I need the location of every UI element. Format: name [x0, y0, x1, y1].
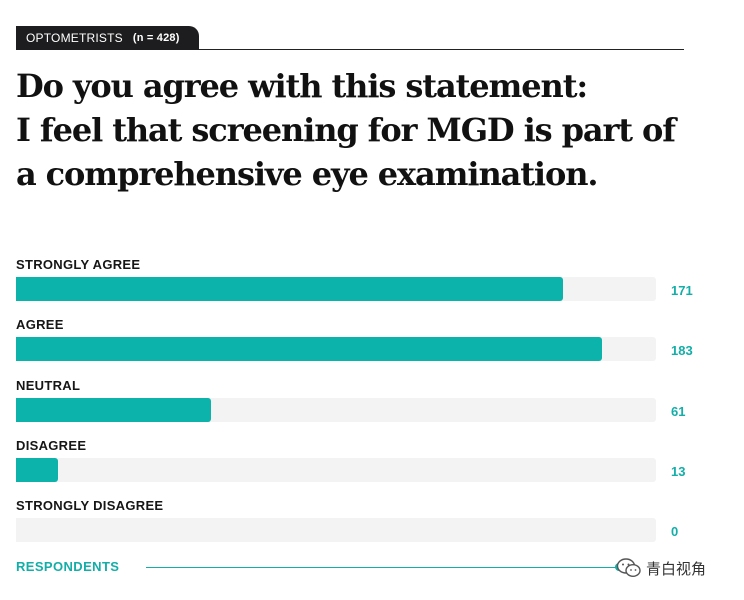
value-label-agree: 183 — [671, 343, 693, 359]
category-label-agree: AGREE — [16, 317, 64, 333]
sample-size-label: (n = 428) — [132, 32, 180, 44]
value-label-strongly-agree: 171 — [671, 283, 693, 298]
bar-track-agree — [16, 337, 656, 362]
header-divider — [199, 49, 684, 50]
value-label-disagree: 13 — [671, 463, 686, 479]
bar-track-strongly-agree — [16, 277, 656, 301]
respondent-group-tab: OPTOMETRISTS (n = 428) — [16, 26, 199, 50]
question-title: Do you agree with this statement: I feel… — [16, 67, 676, 193]
bar-disagree — [16, 457, 58, 482]
bar-track-strongly-disagree — [16, 518, 656, 542]
category-label-neutral: NEUTRAL — [16, 377, 81, 393]
value-label-strongly-disagree: 0 — [671, 524, 679, 539]
watermark: 青白视角 — [616, 555, 706, 581]
respondents-axis-label: RESPONDENTS — [16, 559, 120, 574]
wechat-icon — [616, 557, 642, 579]
bar-neutral — [16, 397, 212, 422]
respondents-axis-line — [146, 567, 624, 568]
bar-track-neutral — [16, 397, 656, 422]
value-label-neutral: 61 — [671, 403, 686, 419]
bar-strongly-agree — [16, 277, 564, 301]
category-label-disagree: DISAGREE — [16, 437, 87, 453]
bar-agree — [16, 337, 602, 362]
category-label-strongly-agree: STRONGLY AGREE — [16, 257, 141, 272]
category-label-strongly-disagree: STRONGLY DISAGREE — [16, 498, 164, 513]
respondent-group-label: OPTOMETRISTS — [26, 31, 123, 45]
watermark-text: 青白视角 — [646, 560, 707, 578]
bar-track-disagree — [16, 457, 656, 482]
